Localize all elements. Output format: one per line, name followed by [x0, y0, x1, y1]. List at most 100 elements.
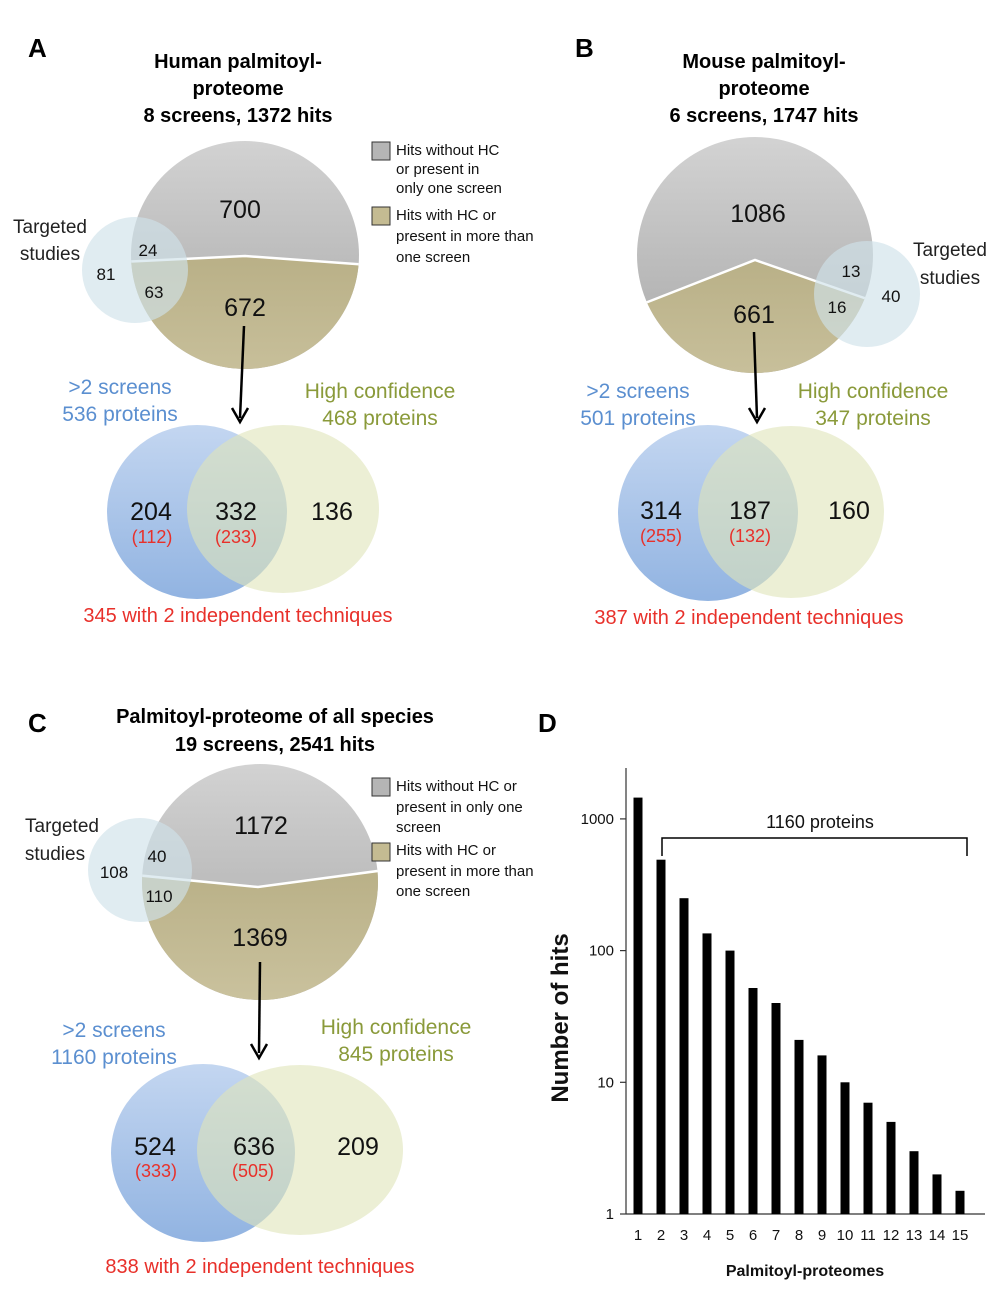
- panel-a-targeted-label-2: studies: [20, 244, 80, 265]
- x-tick-label: 3: [680, 1227, 688, 1244]
- bar-1: [633, 797, 643, 1214]
- panel-b-hc-label-1: High confidence: [798, 380, 949, 403]
- panel-a-legend-gray-line-1: Hits without HC: [396, 142, 500, 159]
- x-tick-label: 4: [703, 1227, 711, 1244]
- panel-b-venn-left-value: 314: [640, 497, 682, 525]
- panel-b-hc-label-2: 347 proteins: [815, 407, 931, 430]
- bracket-line: [661, 837, 968, 856]
- panel-a-overlap-bottom-value: 63: [145, 283, 164, 302]
- panel-b-pie-top-value: 1086: [730, 200, 786, 228]
- panel-a-footer: 345 with 2 independent techniques: [83, 605, 392, 627]
- bar-15: [955, 1190, 965, 1214]
- panel-a-venn-right-value: 136: [311, 498, 353, 526]
- panel-b-arrow-head: [747, 407, 767, 425]
- bar-7: [771, 1003, 781, 1214]
- panel-c-screens-label-2: 1160 proteins: [51, 1046, 177, 1069]
- panel-a-venn-left-value: 204: [130, 498, 172, 526]
- bracket-label: 1160 proteins: [766, 812, 874, 832]
- panel-c-arrow: [257, 961, 262, 1054]
- panel-c-legend-olive-line-3: one screen: [396, 883, 470, 900]
- panel-c: C Palmitoyl-proteome of all species 19 s…: [25, 706, 534, 1278]
- panel-a-screens-label-2: 536 proteins: [62, 403, 178, 426]
- panel-c-overlap-bottom-value: 110: [145, 887, 172, 906]
- panel-a-arrow-head: [230, 407, 250, 425]
- panel-b-pie-bottom-value: 661: [733, 301, 775, 329]
- panel-b-overlap-top-value: 13: [842, 262, 861, 281]
- bar-3: [679, 898, 689, 1214]
- panel-c-pie-top-value: 1172: [234, 812, 288, 840]
- panel-a-legend-olive-swatch: [371, 206, 391, 226]
- panel-c-overlap-top-value: 40: [148, 847, 167, 866]
- panel-a-pie-top-value: 700: [219, 196, 261, 224]
- panel-a-pie-bottom-value: 672: [224, 294, 266, 322]
- panel-c-venn-mid-sub: (505): [232, 1161, 274, 1181]
- panel-a-title-line-1: Human palmitoyl-: [154, 51, 322, 73]
- panel-c-venn-left-sub: (333): [135, 1161, 177, 1181]
- panel-b-overlap-bottom-value: 16: [828, 298, 847, 317]
- panel-c-screens-label-1: >2 screens: [62, 1019, 165, 1042]
- panel-a-venn-hc-circle: [187, 425, 379, 593]
- x-tick-label: 5: [726, 1227, 734, 1244]
- panel-b-title-line-1: Mouse palmitoyl-: [682, 51, 845, 73]
- y-tick-label: 1: [606, 1206, 614, 1223]
- panel-a-venn-left-sub: (112): [132, 527, 173, 547]
- panel-b-targeted-label-1: Targeted: [913, 240, 987, 261]
- panel-b-venn-left-sub: (255): [640, 526, 682, 546]
- x-tick-label: 12: [883, 1227, 900, 1244]
- panel-c-hc-label-1: High confidence: [321, 1016, 472, 1039]
- panel-c-pie-olive-slice: [142, 870, 378, 1000]
- panel-b-venn-right-value: 160: [828, 497, 870, 525]
- panel-b-targeted-only-value: 40: [882, 287, 901, 306]
- panel-a-legend-olive-line-3: one screen: [396, 249, 470, 266]
- panel-b-venn-hc-circle: [698, 426, 884, 598]
- panel-b: B Mouse palmitoyl- proteome 6 screens, 1…: [575, 33, 987, 629]
- bar-5: [725, 950, 735, 1214]
- y-tick-label: 10: [597, 1074, 614, 1091]
- panel-b-letter: B: [575, 33, 594, 63]
- bar-9: [817, 1055, 827, 1214]
- panel-a-legend-gray-line-2: or present in: [396, 161, 479, 178]
- panel-a-venn-mid-value: 332: [215, 498, 257, 526]
- panel-c-venn-hc-circle: [197, 1065, 403, 1235]
- panel-c-hc-label-2: 845 proteins: [338, 1043, 454, 1066]
- x-tick-label: 15: [952, 1227, 969, 1244]
- panel-a-hc-label-2: 468 proteins: [322, 407, 438, 430]
- panel-a-title-line-2: proteome: [192, 78, 283, 100]
- y-axis-title: Number of hits: [547, 933, 574, 1102]
- panel-b-screens-label-1: >2 screens: [586, 380, 689, 403]
- panel-b-targeted-label-2: studies: [920, 268, 980, 289]
- panel-a-targeted-only-value: 81: [97, 265, 116, 284]
- x-tick-labels: 1 2 3 4 5 6 7 8 9 10 11 12 13 14 15: [634, 1227, 969, 1244]
- panel-a-title-line-3: 8 screens, 1372 hits: [143, 105, 332, 127]
- panel-b-arrow: [752, 331, 759, 419]
- panel-c-targeted-label-2: studies: [25, 844, 85, 865]
- bar-8: [794, 1039, 804, 1214]
- panel-c-letter: C: [28, 708, 47, 738]
- panel-c-arrow-head: [249, 1043, 269, 1061]
- x-axis-title: Palmitoyl-proteomes: [726, 1263, 884, 1280]
- panel-c-legend-olive-swatch: [371, 842, 391, 862]
- panel-b-venn-mid-sub: (132): [729, 526, 771, 546]
- panel-a-legend-gray-line-3: only one screen: [396, 180, 502, 197]
- panel-a-legend-olive-line-1: Hits with HC or: [396, 207, 496, 224]
- panel-a: A Human palmitoyl- proteome 8 screens, 1…: [13, 33, 534, 627]
- panel-d-letter: D: [538, 708, 557, 738]
- bar-2: [656, 859, 666, 1214]
- panel-c-legend-gray-line-2: present in only one: [396, 799, 523, 816]
- panel-a-overlap-top-value: 24: [139, 241, 158, 260]
- panel-a-legend-gray-swatch: [371, 141, 391, 161]
- bar-series: [633, 797, 965, 1214]
- panel-c-targeted-only-value: 108: [100, 863, 128, 882]
- panel-a-screens-label-1: >2 screens: [68, 376, 171, 399]
- panel-c-pie-bottom-value: 1369: [232, 924, 288, 952]
- panel-b-footer: 387 with 2 independent techniques: [594, 607, 903, 629]
- x-tick-label: 14: [929, 1227, 946, 1244]
- x-tick-label: 6: [749, 1227, 757, 1244]
- panel-c-venn-mid-value: 636: [233, 1133, 275, 1161]
- x-tick-label: 7: [772, 1227, 780, 1244]
- panel-a-legend-olive-line-2: present in more than: [396, 228, 534, 245]
- panel-b-targeted-circle: [814, 241, 920, 347]
- panel-c-legend-gray-line-3: screen: [396, 819, 441, 836]
- panel-c-legend-gray-line-1: Hits without HC or: [396, 778, 517, 795]
